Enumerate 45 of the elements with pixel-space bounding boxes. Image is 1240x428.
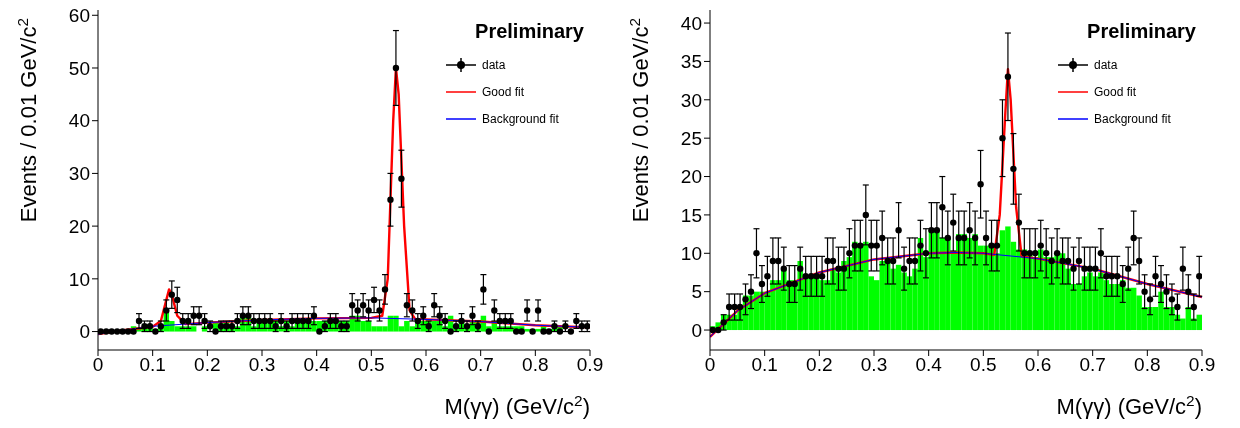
y-tick-label: 30 — [68, 163, 90, 185]
legend-label: Background fit — [1094, 111, 1171, 126]
x-tick-label: 0.7 — [467, 354, 494, 376]
y-tick-label: 30 — [680, 89, 702, 111]
x-tick-label: 0.4 — [915, 354, 943, 376]
x-tick-label: 0.7 — [1079, 354, 1106, 376]
legend-label: Good fit — [1094, 84, 1137, 99]
y-tick-label: 25 — [680, 127, 702, 149]
y-tick-label: 0 — [691, 319, 702, 341]
y-tick-label: 20 — [68, 215, 90, 237]
y-tick-label: 20 — [680, 166, 702, 188]
x-tick-label: 0 — [92, 354, 104, 376]
x-axis-title: M(γγ) (GeV/c$^{2}$) — [444, 391, 590, 419]
x-tick-label: 0.2 — [806, 354, 833, 376]
x-tick-label: 0.1 — [139, 354, 166, 376]
x-axis-title: M(γγ) (GeV/c$^{2}$) — [1056, 391, 1202, 419]
y-tick-label: 15 — [680, 204, 702, 226]
y-tick-label: 0 — [79, 321, 90, 343]
y-tick-label: 35 — [680, 51, 702, 73]
x-tick-label: 0.5 — [358, 354, 385, 376]
y-tick-label: 50 — [68, 57, 90, 79]
x-tick-label: 0.8 — [1134, 354, 1161, 376]
legend-label: Background fit — [482, 111, 559, 126]
y-tick-label: 5 — [691, 281, 702, 303]
y-tick-label: 10 — [680, 243, 702, 265]
x-tick-label: 0.6 — [1024, 354, 1052, 376]
legend-label: data — [482, 57, 506, 72]
x-tick-label: 0.3 — [248, 354, 276, 376]
x-tick-label: 0.5 — [970, 354, 997, 376]
y-tick-label: 40 — [68, 110, 90, 132]
annotation: Preliminary — [1087, 20, 1196, 42]
y-tick-label: 10 — [68, 268, 90, 290]
x-tick-label: 0.8 — [522, 354, 549, 376]
x-tick-label: 0.1 — [751, 354, 778, 376]
legend-label: data — [1094, 57, 1118, 72]
legend-label: Good fit — [482, 84, 525, 99]
y-tick-label: 40 — [680, 12, 702, 34]
y-tick-label: 60 — [68, 5, 90, 27]
annotation: Preliminary — [475, 20, 584, 42]
x-tick-label: 0.2 — [194, 354, 221, 376]
x-tick-label: 0.4 — [303, 354, 331, 376]
x-tick-label: 0.6 — [412, 354, 440, 376]
x-tick-label: 0.3 — [860, 354, 888, 376]
x-tick-label: 0.9 — [576, 354, 604, 376]
x-tick-label: 0.9 — [1188, 354, 1216, 376]
